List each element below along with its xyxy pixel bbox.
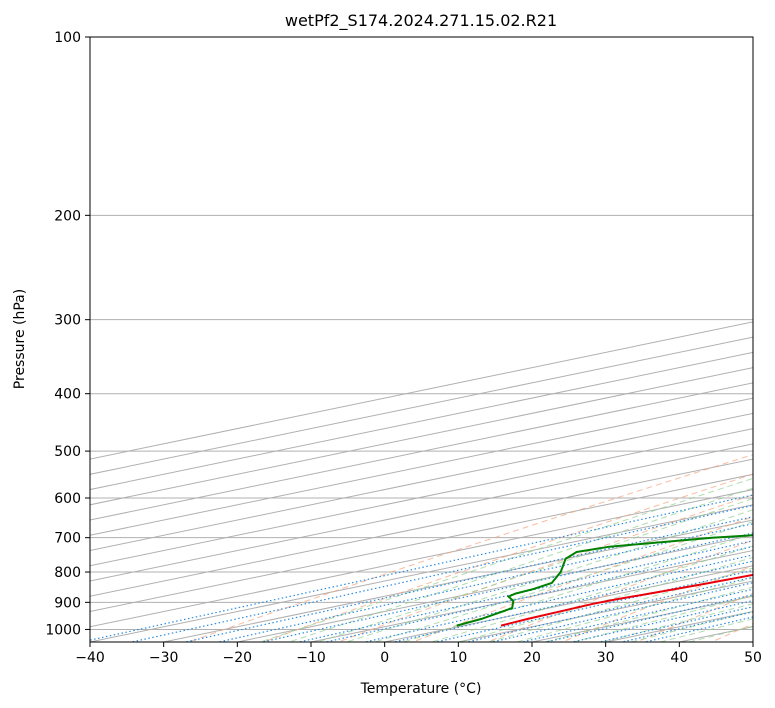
isotherm-line bbox=[234, 534, 753, 642]
isotherm-line bbox=[750, 641, 753, 642]
isotherm-line bbox=[161, 519, 753, 642]
dry-adiabat-line bbox=[486, 539, 753, 642]
isotherm-line bbox=[90, 443, 753, 582]
y-tick-label: 700 bbox=[54, 531, 81, 547]
mixing-ratio-line bbox=[543, 594, 753, 642]
isotherm-line bbox=[90, 321, 753, 460]
mixing-ratio-line bbox=[182, 516, 753, 642]
moist-adiabat-line bbox=[600, 603, 753, 642]
y-tick-label: 200 bbox=[54, 208, 81, 224]
x-tick-label: −20 bbox=[223, 650, 253, 666]
y-tick-label: 900 bbox=[54, 595, 81, 611]
isotherm-line bbox=[90, 367, 753, 506]
dry-adiabat-line bbox=[336, 494, 753, 642]
y-tick-label: 1000 bbox=[45, 622, 81, 638]
isotherm-line bbox=[455, 580, 753, 642]
x-tick-label: −40 bbox=[75, 650, 105, 666]
y-tick-label: 100 bbox=[54, 30, 81, 46]
moist-adiabat-line bbox=[457, 556, 753, 642]
mixing-ratio-line bbox=[259, 532, 753, 642]
moist-adiabat-line bbox=[258, 477, 753, 642]
isotherm-line bbox=[90, 397, 753, 536]
mixing-ratio-line bbox=[296, 540, 753, 642]
background-grid bbox=[90, 37, 753, 642]
isotherm-line bbox=[90, 458, 753, 597]
mixing-ratio-line bbox=[323, 545, 753, 642]
plot-frame bbox=[89, 36, 754, 643]
x-tick-label: 20 bbox=[523, 650, 541, 666]
x-tick-label: −30 bbox=[149, 650, 179, 666]
y-tick-label: 500 bbox=[54, 444, 81, 460]
mixing-ratio-line bbox=[642, 616, 753, 642]
dewpoint-profile bbox=[456, 534, 753, 627]
mixing-ratio-line bbox=[489, 582, 753, 642]
x-tick-label: −10 bbox=[296, 650, 326, 666]
moist-adiabat-line bbox=[373, 521, 753, 642]
profile-lines bbox=[456, 534, 753, 627]
moist-adiabat-line bbox=[429, 545, 753, 642]
dry-adiabat-line bbox=[187, 454, 753, 642]
y-axis-label: Pressure (hPa) bbox=[12, 289, 28, 389]
x-tick-label: 0 bbox=[380, 650, 389, 666]
isotherm-line bbox=[529, 595, 753, 642]
mixing-ratio-line bbox=[362, 554, 753, 642]
moist-adiabat-line bbox=[316, 497, 753, 642]
dry-adiabat-line bbox=[560, 565, 753, 642]
mixing-ratio-line bbox=[569, 600, 753, 642]
x-tick-label: 40 bbox=[670, 650, 688, 666]
isotherm-line bbox=[90, 504, 753, 642]
mixing-ratio-line bbox=[90, 494, 753, 641]
mixing-ratio-line bbox=[619, 611, 753, 642]
axis-ticks: −40 −30 −20 −10 0 10 20 30 40 50 100 200 300 400 500 60… bbox=[45, 30, 762, 666]
isotherm-line bbox=[90, 412, 753, 552]
y-tick-label: 300 bbox=[54, 313, 81, 329]
isotherm-line bbox=[90, 351, 753, 491]
moist-adiabat-line bbox=[287, 487, 753, 642]
y-tick-label: 800 bbox=[54, 565, 81, 581]
moist-adiabat-line bbox=[571, 595, 753, 642]
isotherm-line bbox=[90, 489, 753, 628]
moist-adiabat-line bbox=[344, 509, 753, 642]
isotherm-line bbox=[90, 382, 753, 521]
x-tick-label: 50 bbox=[744, 650, 762, 666]
moist-adiabat-line bbox=[514, 577, 753, 642]
y-tick-label: 400 bbox=[54, 387, 81, 403]
moist-adiabat-line bbox=[629, 610, 753, 642]
x-axis-label: Temperature (°C) bbox=[360, 681, 482, 697]
isotherm-line bbox=[90, 336, 753, 475]
moist-adiabat-line bbox=[657, 618, 753, 642]
x-tick-label: 10 bbox=[449, 650, 467, 666]
x-tick-label: 30 bbox=[597, 650, 615, 666]
dry-adiabat-line bbox=[262, 473, 753, 642]
isotherm-line bbox=[382, 565, 753, 642]
temperature-profile bbox=[500, 573, 753, 627]
y-tick-label: 600 bbox=[54, 491, 81, 507]
isotherm-line bbox=[676, 626, 753, 642]
isotherm-line bbox=[90, 428, 753, 567]
isotherm-line bbox=[90, 473, 753, 613]
isotherm-line bbox=[308, 550, 753, 642]
chart-title: wetPf2_S174.2024.271.15.02.R21 bbox=[285, 11, 557, 31]
